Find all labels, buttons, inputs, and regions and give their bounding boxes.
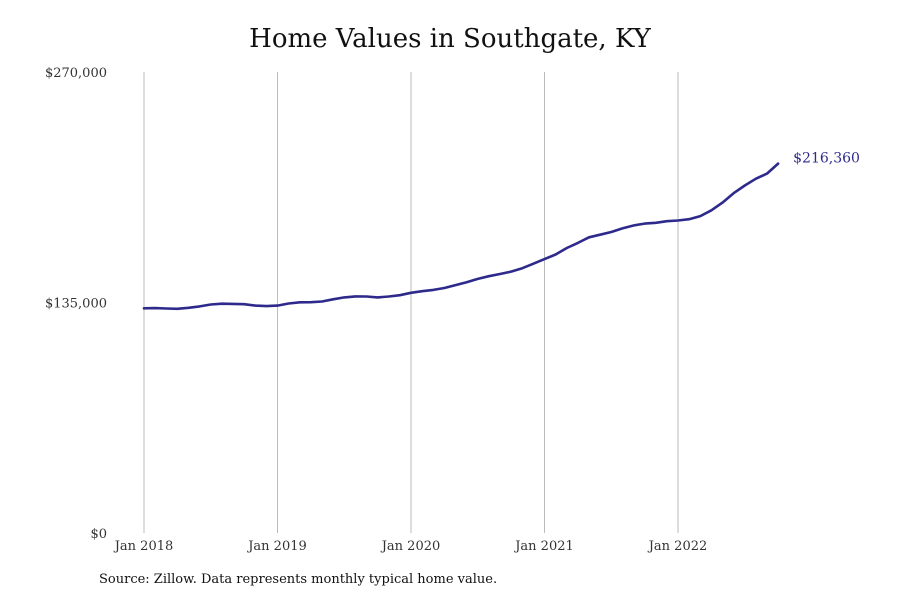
x-tick-label: Jan 2019 [246, 539, 307, 554]
y-axis-ticks: $270,000 $135,000 $0 [45, 66, 107, 542]
x-tick-label: Jan 2021 [513, 539, 574, 554]
end-value-label: $216,360 [793, 151, 860, 167]
x-tick-label: Jan 2020 [380, 539, 441, 554]
chart-title: Home Values in Southgate, KY [249, 24, 651, 54]
x-tick-label: Jan 2018 [113, 539, 174, 554]
x-axis-ticks: Jan 2018 Jan 2019 Jan 2020 Jan 2021 Jan 2022 [113, 539, 708, 554]
series-layer: $216,360 [142, 151, 860, 311]
x-tick-label: Jan 2022 [647, 539, 708, 554]
source-note: Source: Zillow. Data represents monthly … [99, 572, 498, 587]
y-tick-label: $270,000 [45, 66, 107, 81]
series-line [142, 162, 780, 311]
y-tick-label: $135,000 [45, 297, 107, 312]
y-tick-label: $0 [90, 527, 107, 542]
gridlines [143, 72, 679, 533]
